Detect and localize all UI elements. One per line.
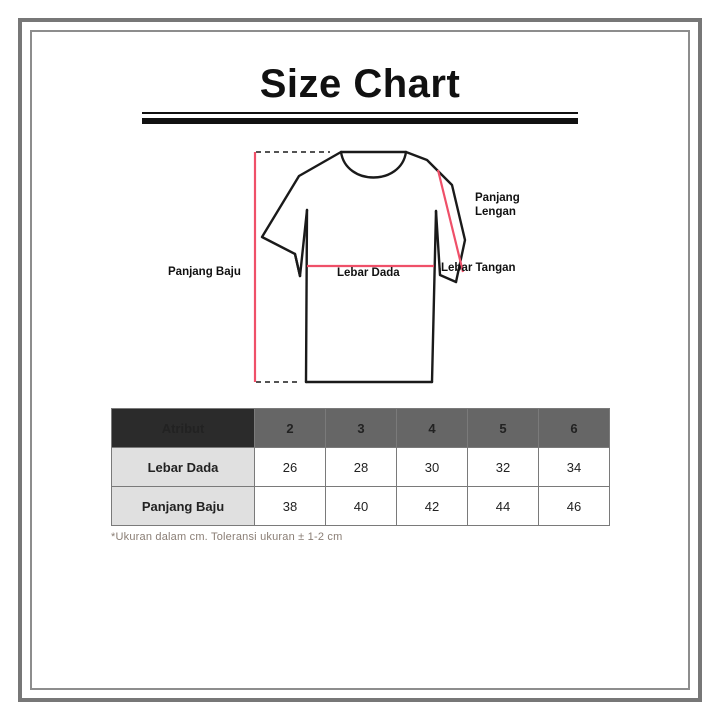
table-header-size-5: 5 [467, 408, 539, 448]
measurement-footnote: *Ukuran dalam cm. Toleransi ukuran ± 1-2… [111, 531, 343, 543]
cell-lebar-dada-4: 30 [396, 447, 468, 487]
cell-lebar-dada-3: 28 [325, 447, 397, 487]
table-row: Panjang Baju 38 40 42 44 46 [111, 486, 610, 526]
table-header-attribut: Atribut [111, 408, 255, 448]
table-header-size-6: 6 [538, 408, 610, 448]
cell-lebar-dada-5: 32 [467, 447, 539, 487]
decorative-outer-frame [18, 18, 702, 702]
label-panjang-lengan: Panjang Lengan [475, 191, 520, 219]
label-lebar-dada: Lebar Dada [337, 267, 400, 279]
label-panjang-lengan-line2: Lengan [475, 206, 516, 218]
table-header-size-3: 3 [325, 408, 397, 448]
cell-panjang-baju-3: 40 [325, 486, 397, 526]
row-label-panjang-baju: Panjang Baju [111, 486, 255, 526]
decorative-inner-frame [30, 30, 690, 690]
cell-panjang-baju-2: 38 [254, 486, 326, 526]
cell-lebar-dada-2: 26 [254, 447, 326, 487]
table-header-row: Atribut 2 3 4 5 6 [111, 408, 610, 448]
table-header-size-2: 2 [254, 408, 326, 448]
title-rule-thin [142, 112, 578, 114]
table-header-size-4: 4 [396, 408, 468, 448]
row-label-lebar-dada: Lebar Dada [111, 447, 255, 487]
label-lebar-tangan: Lebar Tangan [441, 262, 516, 274]
cell-panjang-baju-5: 44 [467, 486, 539, 526]
page-title: Size Chart [259, 62, 461, 106]
size-table-wrapper: Atribut 2 3 4 5 6 Lebar Dada 26 28 30 32… [111, 408, 610, 526]
label-panjang-lengan-line1: Panjang [475, 192, 520, 204]
size-table: Atribut 2 3 4 5 6 Lebar Dada 26 28 30 32… [111, 408, 610, 526]
label-panjang-baju: Panjang Baju [168, 266, 241, 278]
cell-panjang-baju-4: 42 [396, 486, 468, 526]
cell-panjang-baju-6: 46 [538, 486, 610, 526]
cell-lebar-dada-6: 34 [538, 447, 610, 487]
title-rule-thick [142, 118, 578, 124]
table-row: Lebar Dada 26 28 30 32 34 [111, 447, 610, 487]
